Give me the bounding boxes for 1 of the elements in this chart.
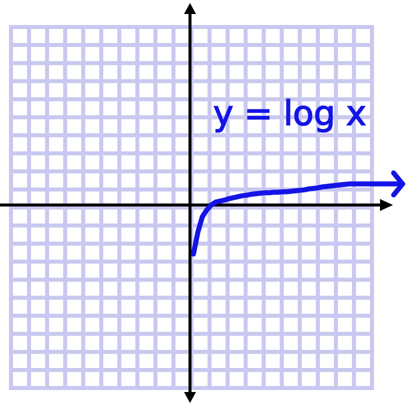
series-label: y = log x xyxy=(213,94,366,134)
